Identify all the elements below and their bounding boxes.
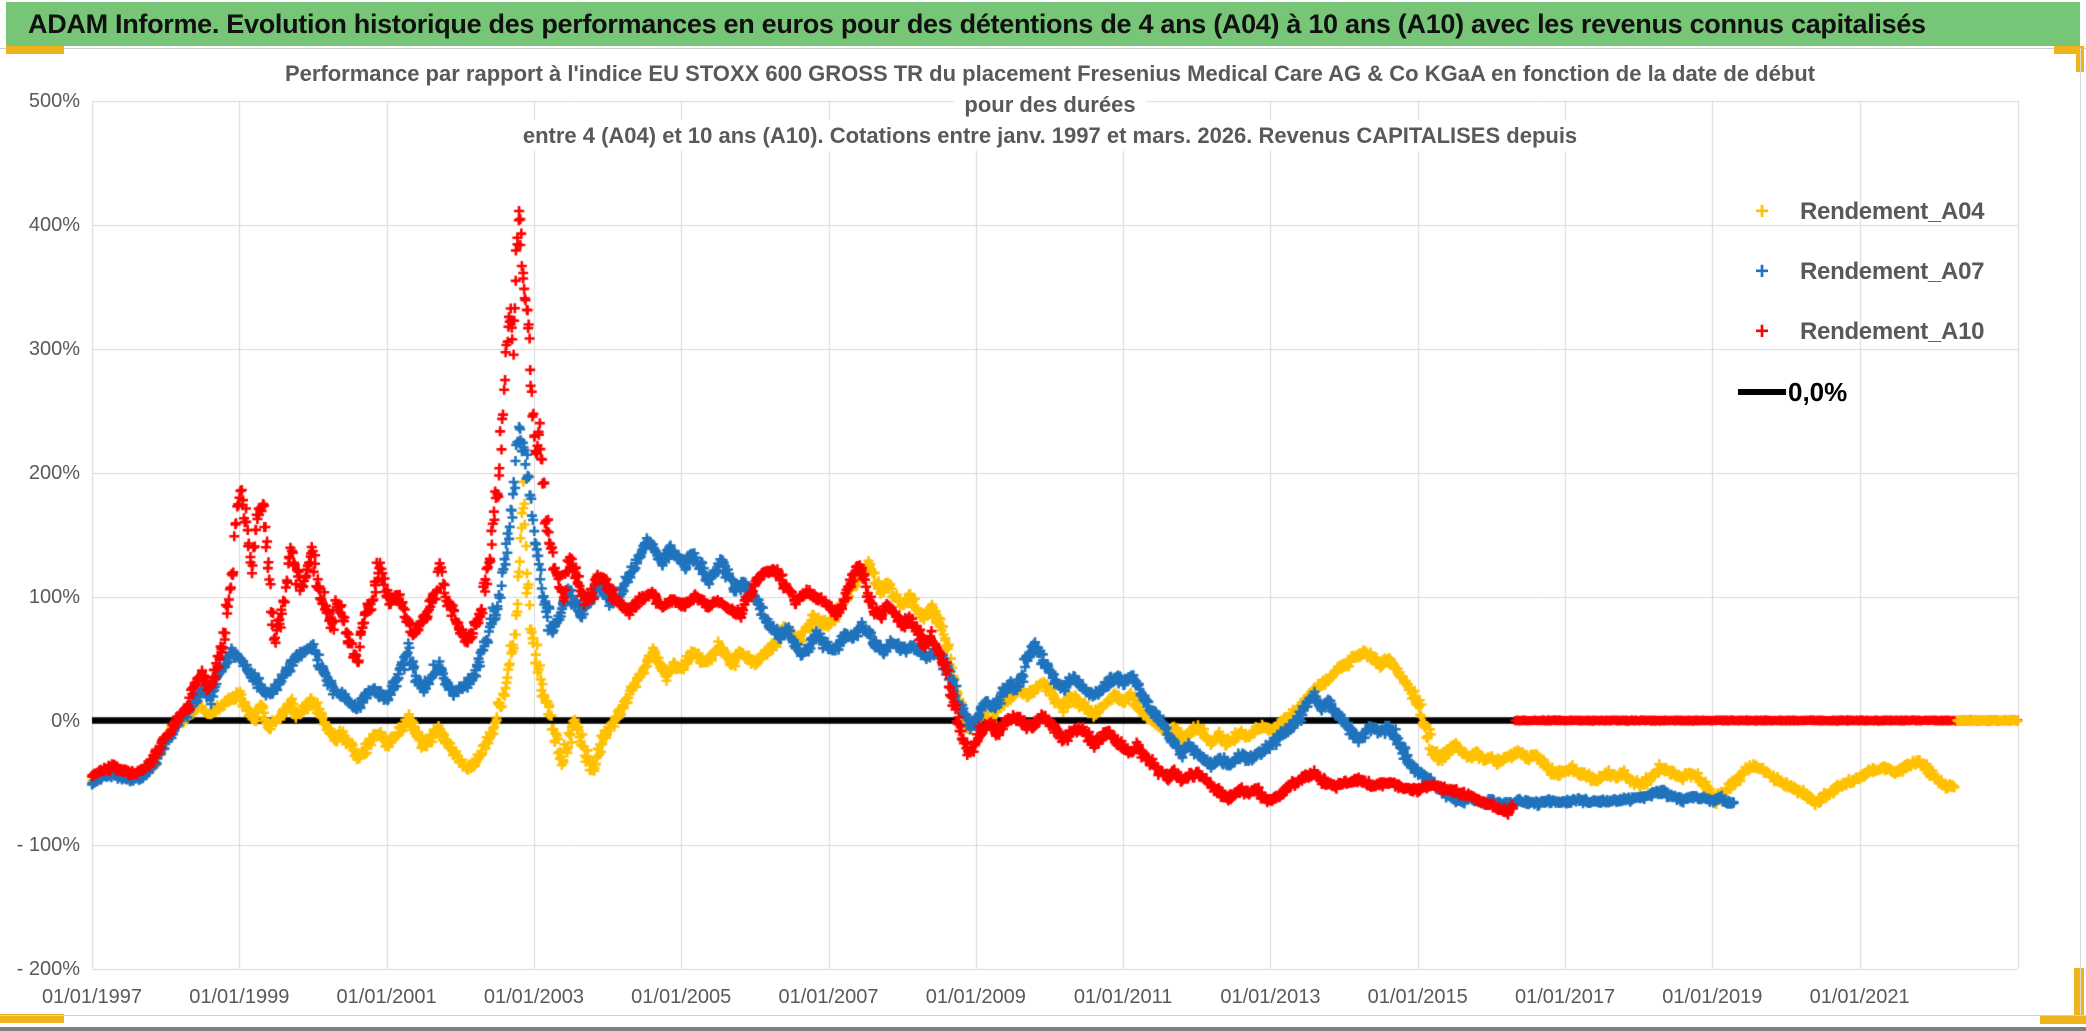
y-tick-label: 500% [28, 89, 80, 112]
y-tick-label: 300% [28, 337, 80, 360]
zero-line-swatch [1738, 389, 1786, 395]
chart-title-line-2: pour des durées [954, 89, 1146, 120]
legend-item-rendement-a07: + Rendement_A07 [1724, 242, 2054, 302]
y-tick-label: 400% [28, 213, 80, 236]
legend-label: 0,0% [1788, 376, 1848, 407]
y-tick-label: 0% [51, 709, 80, 732]
x-tick-label: 01/01/2007 [778, 986, 879, 1008]
legend-label: Rendement_A04 [1800, 198, 1985, 225]
x-tick-label: 01/01/1997 [41, 986, 143, 1008]
x-tick-label: 01/01/2003 [483, 986, 584, 1008]
y-tick-label: 200% [28, 461, 80, 484]
legend-label: Rendement_A10 [1800, 318, 1985, 345]
legend-item-zero-line: 0,0% [1724, 362, 2054, 422]
plus-marker-icon: + [1754, 258, 1769, 285]
x-tick-label: 01/01/2017 [1514, 986, 1616, 1008]
legend-label: Rendement_A07 [1800, 258, 1985, 285]
x-tick-label: 01/01/2019 [1662, 986, 1763, 1008]
y-tick-label: 100% [28, 585, 80, 608]
legend-item-rendement-a10: + Rendement_A10 [1724, 302, 2054, 362]
plus-marker-icon: + [1754, 198, 1769, 225]
x-tick-label: 01/01/2009 [925, 986, 1026, 1008]
plus-marker-icon: + [1754, 318, 1769, 345]
x-tick-label: 01/01/2013 [1220, 986, 1321, 1008]
x-tick-label: 01/01/2015 [1367, 986, 1468, 1008]
y-tick-label: - 100% [16, 833, 80, 856]
chart-title-line-1: Performance par rapport à l'indice EU ST… [274, 58, 1826, 89]
x-tick-label: 01/01/2011 [1073, 986, 1173, 1008]
y-tick-label: - 200% [16, 957, 80, 980]
chart-title-line-3: entre 4 (A04) et 10 ans (A10). Cotations… [512, 120, 1588, 151]
chart-legend: + Rendement_A04 + Rendement_A07 + Rendem… [1724, 182, 2054, 422]
x-tick-label: 01/01/2001 [336, 986, 437, 1008]
chart-title: Performance par rapport à l'indice EU ST… [143, 58, 1957, 151]
x-tick-label: 01/01/2021 [1809, 986, 1910, 1008]
x-tick-label: 01/01/2005 [631, 986, 732, 1008]
legend-item-rendement-a04: + Rendement_A04 [1724, 182, 2054, 242]
x-tick-label: 01/01/1999 [189, 986, 290, 1008]
